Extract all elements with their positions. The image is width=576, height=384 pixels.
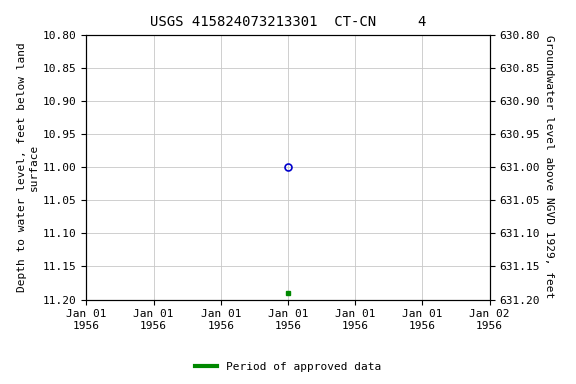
Y-axis label: Depth to water level, feet below land
surface: Depth to water level, feet below land su… — [17, 42, 39, 292]
Y-axis label: Groundwater level above NGVD 1929, feet: Groundwater level above NGVD 1929, feet — [544, 35, 554, 299]
Title: USGS 415824073213301  CT-CN     4: USGS 415824073213301 CT-CN 4 — [150, 15, 426, 29]
Legend: Period of approved data: Period of approved data — [191, 358, 385, 377]
